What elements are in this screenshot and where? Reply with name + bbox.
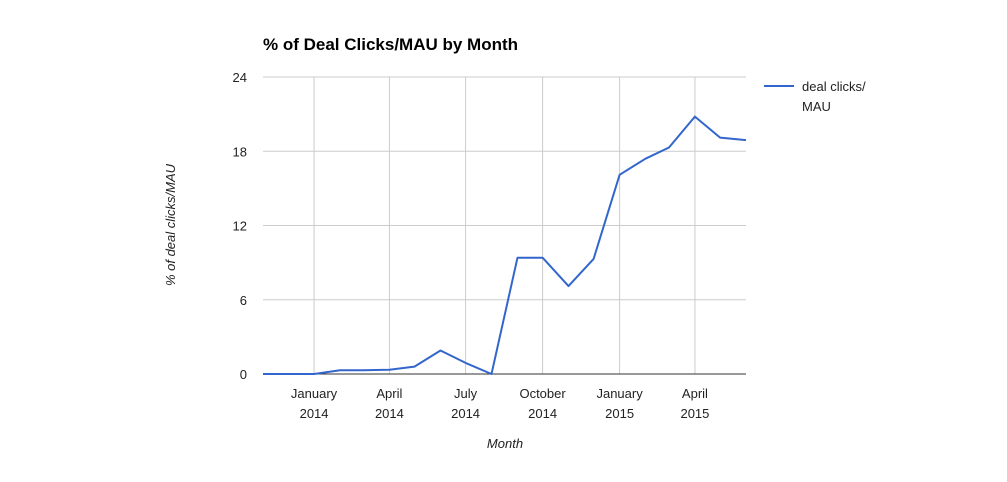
data-point[interactable] <box>360 367 366 373</box>
series-group <box>260 114 749 377</box>
legend[interactable]: deal clicks/MAU <box>764 79 866 114</box>
data-point[interactable] <box>311 371 317 377</box>
x-axis-ticks: January 2014 April 2014 July 2014 October 2014 J… <box>291 386 709 421</box>
y-axis-title: % of deal clicks/MAU <box>163 163 178 286</box>
data-point[interactable] <box>463 360 469 366</box>
data-point[interactable] <box>566 283 572 289</box>
data-point[interactable] <box>643 156 649 162</box>
data-point[interactable] <box>666 145 672 151</box>
data-point[interactable] <box>692 114 698 120</box>
x-tick-label: October 2014 <box>519 386 566 421</box>
y-tick-label: 18 <box>233 144 247 159</box>
data-point[interactable] <box>617 172 623 178</box>
data-point[interactable] <box>260 371 266 377</box>
data-point[interactable] <box>743 137 749 143</box>
y-tick-label: 0 <box>240 367 247 382</box>
data-point[interactable] <box>386 367 392 373</box>
data-point[interactable] <box>412 364 418 370</box>
chart-title: % of Deal Clicks/MAU by Month <box>263 35 518 54</box>
y-tick-label: 6 <box>240 293 247 308</box>
x-tick-label: July 2014 <box>451 386 480 421</box>
legend-label: deal clicks/MAU <box>802 79 866 114</box>
y-tick-label: 12 <box>233 219 247 234</box>
data-point[interactable] <box>717 135 723 141</box>
x-tick-label: January 2015 <box>596 386 643 421</box>
data-point[interactable] <box>489 371 495 377</box>
data-point[interactable] <box>540 255 546 261</box>
series-line[interactable] <box>263 115 747 375</box>
data-point[interactable] <box>437 347 443 353</box>
y-axis-ticks: 0 6 12 18 24 <box>233 70 247 382</box>
x-axis-title: Month <box>487 436 523 451</box>
data-point[interactable] <box>337 367 343 373</box>
data-point[interactable] <box>285 371 291 377</box>
x-tick-label: April 2015 <box>680 386 709 421</box>
y-tick-label: 24 <box>233 70 247 85</box>
x-tick-label: April 2014 <box>375 386 404 421</box>
data-point[interactable] <box>591 256 597 262</box>
x-tick-label: January 2014 <box>291 386 338 421</box>
gridlines <box>263 76 746 375</box>
data-point[interactable] <box>514 255 520 261</box>
